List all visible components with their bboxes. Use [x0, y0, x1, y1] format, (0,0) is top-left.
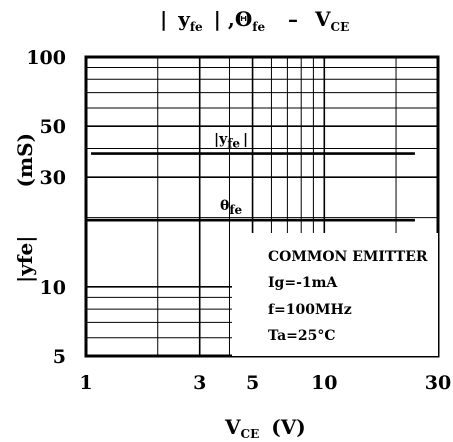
x-tick-label: 10 [311, 372, 337, 394]
x-tick-label: 1 [79, 372, 92, 394]
x-tick-label: 3 [193, 372, 206, 394]
y-tick-label: 50 [40, 116, 66, 138]
annotation-line-4: Ta=25°C [268, 328, 336, 344]
y-tick-label: 5 [53, 346, 66, 368]
tick-labels: 1 3 5 10 30 5 10 30 50 100 [26, 47, 451, 394]
y-tick-label: 30 [40, 167, 66, 189]
legend-layer: |yfe | θfe [214, 132, 248, 218]
chart-title: | yfe | ,Θfe – VCE [160, 7, 349, 36]
series-layer [86, 152, 415, 222]
series-label: θfe [220, 198, 243, 217]
x-axis-label: VCE (V) [224, 415, 306, 441]
series-label: |yfe | [214, 132, 248, 151]
annotation-line-2: Ig=-1mA [268, 275, 338, 291]
y-axis-label: |yfe|(mS) [13, 133, 37, 283]
annotation-line-1: COMMON EMITTER [268, 249, 428, 265]
x-tick-label: 5 [246, 372, 259, 394]
annotation-background [232, 233, 438, 356]
annotation-box: COMMON EMITTER Ig=-1mA f=100MHz Ta=25°C [232, 233, 438, 356]
y-tick-label: 100 [26, 47, 66, 69]
annotation-line-3: f=100MHz [268, 302, 352, 318]
y-tick-label: 10 [40, 277, 66, 299]
x-tick-label: 30 [425, 372, 451, 394]
